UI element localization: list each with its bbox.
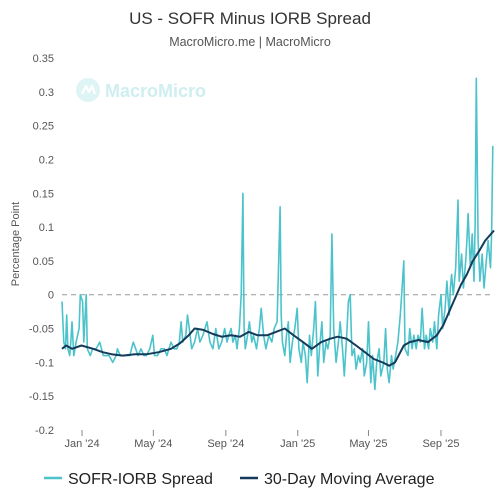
y-tick-label: 0.1 [39, 222, 54, 234]
y-tick-label: 0.2 [39, 154, 54, 166]
x-tick-label: Sep '25 [422, 438, 459, 450]
x-axis-ticks: Jan '24 May '24 Sep '24 Jan '25 May '25 Sep '… [64, 430, 459, 450]
x-tick-label: May '24 [134, 438, 172, 450]
x-tick-label: May '25 [349, 438, 387, 450]
legend-item-30-day-moving-average[interactable]: 30-Day Moving Average [240, 471, 435, 488]
y-axis-label: Percentage Point [10, 202, 22, 286]
x-tick-label: Jan '25 [280, 438, 315, 450]
y-tick-label: 0 [48, 290, 54, 302]
y-tick-label: 0.25 [33, 121, 54, 133]
y-tick-label: -0.2 [35, 425, 54, 437]
legend-label-30-day-moving-average: 30-Day Moving Average [264, 471, 435, 488]
chart-title: US - SOFR Minus IORB Spread [129, 9, 371, 28]
y-tick-label: -0.05 [29, 324, 54, 336]
x-tick-label: Sep '24 [207, 438, 244, 450]
y-tick-label: 0.05 [33, 256, 54, 268]
watermark-text: MacroMicro [105, 81, 206, 101]
y-tick-label: 0.3 [39, 87, 54, 99]
macromicro-logo-icon [76, 78, 100, 102]
y-axis-ticks: 0.35 0.3 0.25 0.2 0.15 0.1 0.05 0 -0.05 -0.1 -0.15… [29, 53, 54, 437]
legend-label-sofr-iorb-spread: SOFR-IORB Spread [68, 471, 213, 488]
watermark: MacroMicro [76, 78, 206, 102]
legend: SOFR-IORB Spread 30-Day Moving Average [44, 471, 435, 488]
series-line-30-day-moving-average [61, 229, 495, 367]
y-tick-label: 0.15 [33, 188, 54, 200]
y-tick-label: 0.35 [33, 53, 54, 65]
x-tick-label: Jan '24 [64, 438, 99, 450]
series-line-sofr-iorb-spread [61, 77, 494, 391]
y-tick-label: -0.15 [29, 391, 54, 403]
chart-subtitle: MacroMicro.me | MacroMicro [169, 35, 331, 49]
legend-item-sofr-iorb-spread[interactable]: SOFR-IORB Spread [44, 471, 213, 488]
y-tick-label: -0.1 [35, 357, 54, 369]
